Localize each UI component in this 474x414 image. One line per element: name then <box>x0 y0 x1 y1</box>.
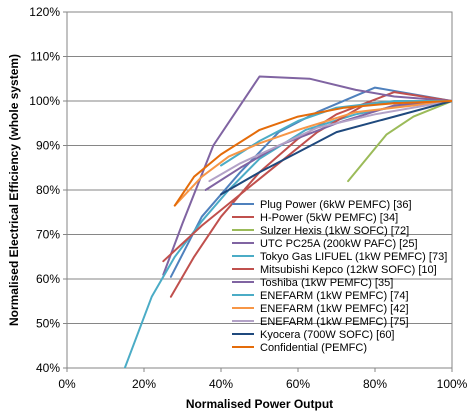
series-line-4 <box>162 75 452 276</box>
series-line-7 <box>204 100 452 191</box>
legend-label: Tokyo Gas LIFUEL (1kW PEMFC) [73] <box>260 251 447 263</box>
y-tick-label: 120% <box>29 5 60 19</box>
legend-label: H-Power (5kW PEMFC) [34] <box>260 212 398 224</box>
x-tick-label: 100% <box>437 377 468 391</box>
y-tick-label: 60% <box>36 272 60 286</box>
x-tick-label: 0% <box>58 377 76 391</box>
series-line-12 <box>173 100 452 207</box>
legend-label: ENEFARM (1kW PEMFC) [75] <box>260 316 409 328</box>
series-line-3 <box>347 100 452 183</box>
legend-label: ENEFARM (1kW PEMFC) [74] <box>260 290 409 302</box>
series-line-9 <box>173 100 452 207</box>
legend: Plug Power (6kW PEMFC) [36]H-Power (5kW … <box>232 199 447 354</box>
legend-label: Toshiba (1kW PEMFC) [35] <box>260 277 393 289</box>
legend-label: Kyocera (700W SOFC) [60] <box>260 329 395 341</box>
x-tick-label: 40% <box>209 377 233 391</box>
legend-label: UTC PC25A (200kW PAFC) [25] <box>260 238 418 250</box>
legend-label: Confidential (PEMFC) <box>260 342 367 354</box>
series-lines <box>123 75 452 368</box>
y-axis-ticks: 40% 50% 60% 70% 80% 90% 100% 110% 120% <box>29 5 67 375</box>
series-line-11 <box>220 100 452 196</box>
y-axis-title: Normalised Electrical Efficiency (whole … <box>7 54 21 326</box>
x-axis-title: Normalised Power Output <box>186 397 333 411</box>
y-tick-label: 110% <box>30 50 60 64</box>
x-tick-label: 20% <box>132 377 156 391</box>
series-line-10 <box>208 100 452 183</box>
legend-label: Sulzer Hexis (1kW SOFC) [72] <box>260 225 409 237</box>
y-tick-label: 40% <box>36 361 60 375</box>
y-tick-label: 50% <box>36 317 60 331</box>
legend-label: Mitsubishi Kepco (12kW SOFC) [10] <box>260 264 437 276</box>
y-tick-label: 70% <box>36 228 60 242</box>
x-tick-label: 80% <box>363 377 387 391</box>
y-tick-label: 80% <box>36 183 60 197</box>
legend-label: Plug Power (6kW PEMFC) [36] <box>260 199 412 211</box>
y-tick-label: 100% <box>29 94 60 108</box>
legend-label: ENEFARM (1kW PEMFC) [42] <box>260 303 409 315</box>
x-axis-ticks: 0% 20% 40% 60% 80% 100% <box>58 368 468 391</box>
x-tick-label: 60% <box>286 377 310 391</box>
y-tick-label: 90% <box>36 139 60 153</box>
